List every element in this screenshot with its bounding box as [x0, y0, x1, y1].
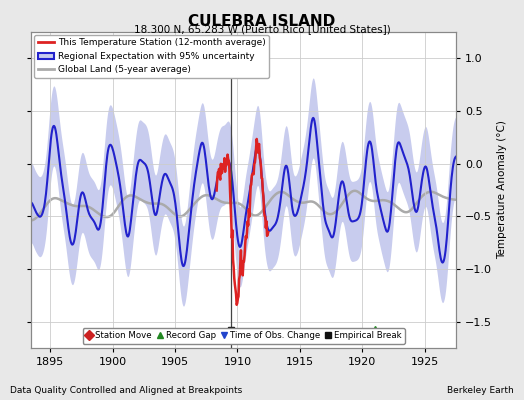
- Y-axis label: Temperature Anomaly (°C): Temperature Anomaly (°C): [497, 120, 507, 260]
- Text: 18.300 N, 65.283 W (Puerto Rico [United States]): 18.300 N, 65.283 W (Puerto Rico [United …: [134, 24, 390, 34]
- Text: Berkeley Earth: Berkeley Earth: [447, 386, 514, 395]
- Text: CULEBRA ISLAND: CULEBRA ISLAND: [188, 14, 336, 29]
- Legend: Station Move, Record Gap, Time of Obs. Change, Empirical Break: Station Move, Record Gap, Time of Obs. C…: [82, 328, 405, 344]
- Text: Data Quality Controlled and Aligned at Breakpoints: Data Quality Controlled and Aligned at B…: [10, 386, 243, 395]
